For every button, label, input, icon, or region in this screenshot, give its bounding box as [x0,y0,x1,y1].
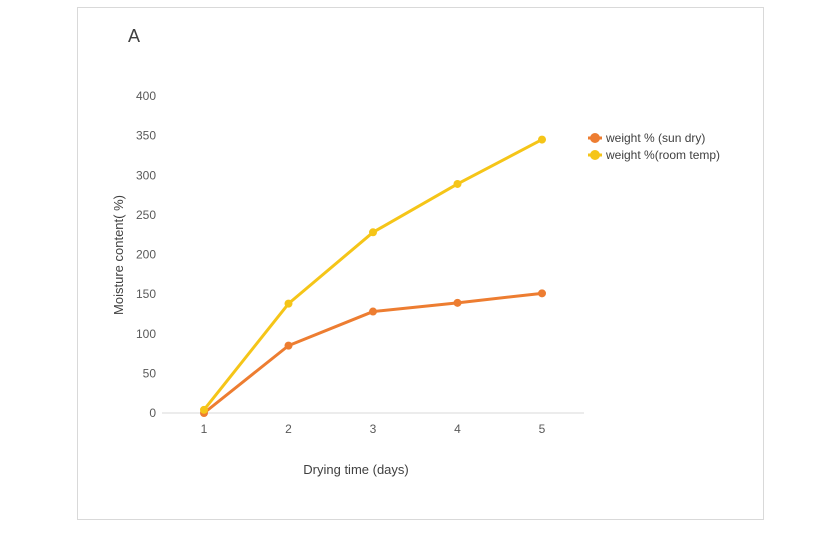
panel-label: A [128,26,141,46]
data-point [200,405,208,414]
legend-swatch-marker [590,150,600,160]
y-tick-label: 400 [136,89,156,103]
data-point [538,289,546,298]
y-tick-label: 0 [149,406,156,420]
data-point [453,179,462,188]
legend-label: weight % (sun dry) [605,131,705,145]
y-tick-label: 300 [136,168,156,182]
x-axis-ticks: 1 2 3 4 5 [201,422,546,436]
legend-item: weight %(room temp) [588,148,720,162]
legend-item: weight % (sun dry) [588,131,705,145]
data-point [284,299,293,308]
y-tick-label: 350 [136,129,156,143]
x-tick-label: 5 [539,422,546,436]
data-point [284,341,293,350]
data-point [369,228,377,237]
data-point [453,298,462,307]
x-axis-title: Drying time (days) [303,462,408,477]
x-tick-label: 2 [285,422,292,436]
y-axis-ticks: 0 50 100 150 200 250 300 350 400 [136,89,156,420]
legend-swatch-marker [590,133,600,143]
data-point [369,307,377,316]
legend-label: weight %(room temp) [605,148,720,162]
y-tick-label: 100 [136,327,156,341]
series-line-1 [202,138,544,412]
y-tick-label: 150 [136,287,156,301]
x-tick-label: 1 [201,422,208,436]
legend: weight % (sun dry) weight %(room temp) [588,131,720,162]
data-point [538,135,546,144]
y-tick-label: 50 [143,366,157,380]
y-tick-label: 250 [136,208,156,222]
series-group [200,135,546,417]
chart-frame [77,7,764,520]
y-axis-title: Moisture content( %) [111,195,126,315]
y-tick-label: 200 [136,248,156,262]
x-tick-label: 4 [454,422,461,436]
x-tick-label: 3 [370,422,377,436]
